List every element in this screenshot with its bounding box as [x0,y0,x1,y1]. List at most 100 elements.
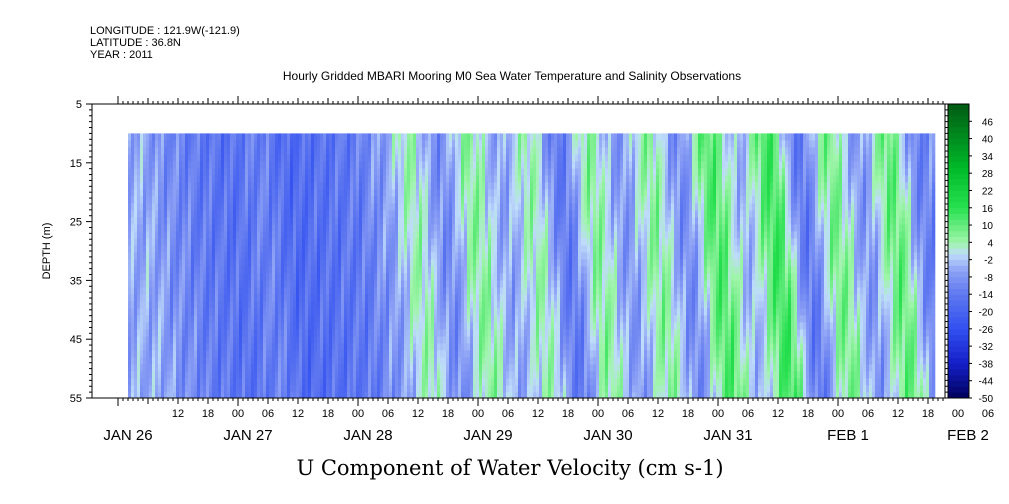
heat-cell [341,336,345,344]
heat-cell [242,350,246,358]
heat-cell [239,189,243,197]
heat-cell [287,336,291,344]
heat-cell [257,259,261,267]
heat-cell [227,294,231,302]
heat-cell [389,315,393,323]
heat-cell [179,196,183,204]
heat-cell [311,273,315,281]
heat-cell [407,385,411,393]
heat-cell [227,140,231,148]
heat-cell [437,210,441,218]
heat-cell [152,217,156,225]
heat-cell [446,378,450,386]
heat-cell [335,343,339,351]
heat-cell [461,315,465,323]
heat-cell [443,161,447,169]
heat-cell [233,336,237,344]
heat-cell [362,252,366,260]
heat-cell [509,287,513,295]
heat-cell [428,364,432,372]
heat-cell [419,161,423,169]
heat-cell [380,203,384,211]
heat-cell [305,203,309,211]
heat-cell [197,203,201,211]
heat-cell [392,294,396,302]
heat-cell [488,161,492,169]
heat-cell [236,161,240,169]
heat-cell [365,210,369,218]
heat-cell [281,189,285,197]
heat-cell [503,336,507,344]
heat-cell [275,203,279,211]
heat-cell [266,147,270,155]
heat-cell [383,224,387,232]
heat-cell [362,133,366,141]
heat-cell [182,140,186,148]
heat-cell [347,231,351,239]
heat-cell [140,266,144,274]
heat-cell [173,343,177,351]
heat-cell [413,238,417,246]
heat-cell [230,161,234,169]
heat-cell [389,245,393,253]
heat-cell [272,280,276,288]
heat-cell [338,308,342,316]
heat-cell [347,371,351,379]
heat-cell [209,203,213,211]
heat-cell [401,154,405,162]
heat-cell [515,252,519,260]
heat-cell [503,357,507,365]
heat-cell [158,182,162,190]
heat-cell [356,301,360,309]
heat-cell [239,168,243,176]
heat-cell [296,189,300,197]
heat-cell [206,196,210,204]
heat-cell [203,140,207,148]
heat-cell [335,252,339,260]
heat-cell [266,252,270,260]
heat-cell [260,378,264,386]
heat-cell [314,224,318,232]
heat-cell [308,322,312,330]
heat-cell [128,217,132,225]
heat-cell [152,147,156,155]
heat-cell [377,196,381,204]
heat-cell [455,336,459,344]
heat-cell [188,182,192,190]
heat-cell [494,378,498,386]
heat-cell [422,378,426,386]
heat-cell [176,140,180,148]
heat-cell [167,378,171,386]
heat-cell [452,189,456,197]
heat-cell [383,329,387,337]
heat-cell [491,273,495,281]
heat-cell [500,161,504,169]
heat-cell [482,189,486,197]
heat-cell [464,161,468,169]
heat-cell [449,196,453,204]
heat-cell [164,357,168,365]
heat-cell [404,329,408,337]
heat-cell [395,196,399,204]
heat-cell [245,364,249,372]
heat-cell [515,189,519,197]
heat-cell [251,259,255,267]
heat-cell [278,217,282,225]
heat-cell [422,182,426,190]
heat-cell [260,210,264,218]
heat-cell [449,203,453,211]
heat-cell [293,154,297,162]
heat-cell [194,336,198,344]
heat-cell [167,322,171,330]
heat-cell [266,154,270,162]
heat-cell [359,238,363,246]
heat-cell [338,238,342,246]
heat-cell [224,280,228,288]
heat-cell [236,336,240,344]
heat-cell [446,371,450,379]
heat-cell [278,238,282,246]
heat-cell [476,203,480,211]
heat-cell [230,336,234,344]
heat-cell [401,161,405,169]
heat-cell [380,371,384,379]
